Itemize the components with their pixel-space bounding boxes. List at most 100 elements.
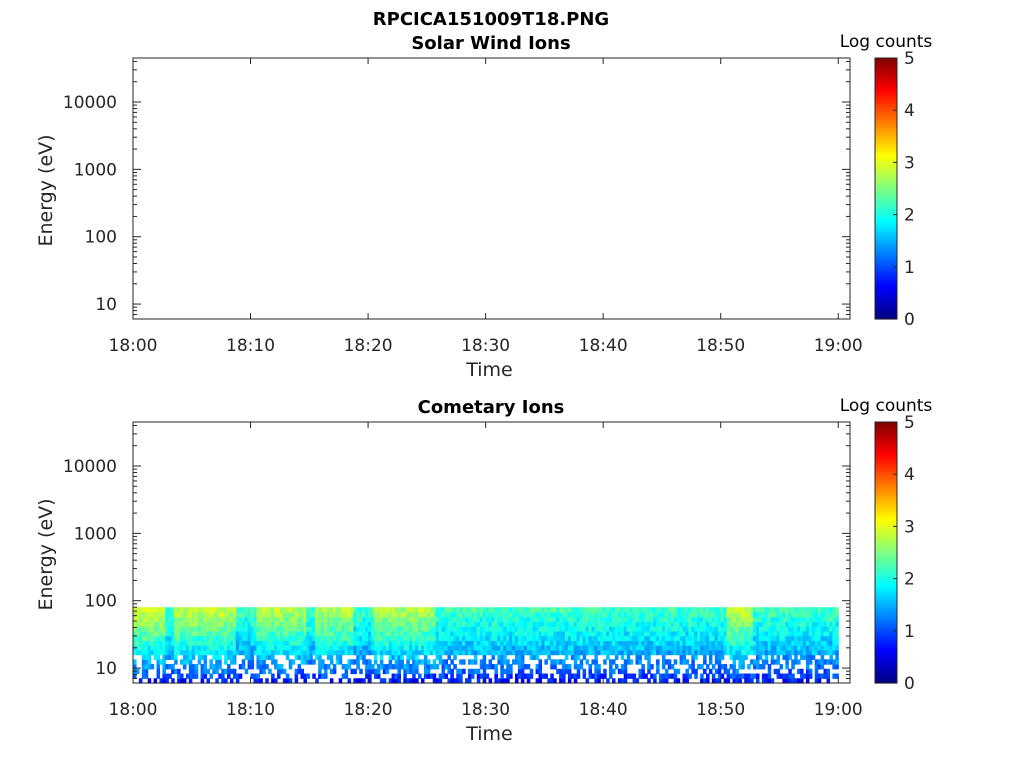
spectrogram-cell	[309, 607, 313, 613]
spectrogram-cell	[685, 645, 689, 651]
spectrogram-cell	[741, 659, 745, 665]
spectrogram-cell	[235, 649, 240, 656]
spectrogram-cell	[811, 635, 816, 641]
spectrogram-cell	[732, 635, 736, 641]
spectrogram-cell	[344, 649, 349, 656]
spectrogram-cell	[591, 635, 595, 641]
spectrogram-cell	[594, 626, 598, 632]
spectrogram-cell	[394, 649, 399, 656]
spectrogram-cell	[250, 673, 255, 679]
spectrogram-cell	[673, 621, 678, 627]
spectrogram-cell	[600, 607, 604, 613]
colorbar-segment	[875, 539, 897, 543]
spectrogram-cell	[397, 654, 402, 660]
colorbar-segment	[875, 606, 897, 610]
spectrogram-cell	[432, 645, 437, 651]
spectrogram-cell	[376, 607, 381, 613]
spectrogram-cell	[244, 611, 249, 618]
spectrogram-cell	[488, 659, 493, 665]
spectrogram-cell	[591, 659, 595, 665]
spectrogram-cell	[441, 626, 446, 632]
spectrogram-cell	[441, 630, 446, 637]
spectrogram-cell	[594, 678, 598, 684]
spectrogram-cell	[394, 678, 399, 684]
spectrogram-cell	[147, 659, 152, 665]
spectrogram-cell	[288, 659, 293, 665]
spectrogram-cell	[206, 621, 210, 627]
spectrogram-cell	[629, 611, 634, 618]
spectrogram-cell	[312, 616, 316, 623]
spectrogram-cell	[147, 664, 152, 670]
spectrogram-cell	[344, 621, 349, 627]
spectrogram-cell	[409, 635, 413, 641]
spectrogram-cell	[597, 626, 601, 632]
spectrogram-cell	[256, 640, 260, 646]
spectrogram-cell	[253, 611, 258, 618]
spectrogram-cell	[285, 640, 290, 646]
spectrogram-cell	[426, 640, 431, 646]
spectrogram-cell	[800, 640, 804, 646]
spectrogram-cell	[794, 611, 798, 618]
spectrogram-cell	[729, 635, 734, 641]
spectrogram-cell	[376, 635, 381, 641]
spectrogram-cell	[144, 635, 149, 641]
spectrogram-cell	[726, 640, 731, 646]
spectrogram-cell	[232, 611, 237, 618]
spectrogram-cell	[379, 654, 384, 660]
spectrogram-cell	[227, 607, 231, 613]
spectrogram-cell	[309, 659, 313, 665]
spectrogram-cell	[600, 616, 604, 623]
spectrogram-cell	[791, 649, 795, 656]
spectrogram-cell	[735, 678, 739, 684]
spectrogram-cell	[203, 626, 208, 632]
spectrogram-cell	[235, 630, 240, 637]
spectrogram-cell	[271, 621, 275, 627]
spectrogram-cell	[182, 678, 187, 684]
spectrogram-cell	[185, 673, 190, 679]
spectrogram-cell	[271, 635, 275, 641]
spectrogram-cell	[397, 673, 402, 679]
spectrogram-cell	[385, 611, 390, 618]
spectrogram-cell	[203, 654, 208, 660]
spectrogram-cell	[256, 659, 260, 665]
spectrogram-cell	[473, 616, 478, 623]
spectrogram-cell	[153, 621, 158, 627]
spectrogram-cell	[147, 654, 152, 660]
spectrogram-cell	[212, 607, 216, 613]
spectrogram-cell	[238, 640, 243, 646]
spectrogram-cell	[632, 673, 637, 679]
spectrogram-cell	[356, 640, 360, 646]
colorbar-segment	[875, 268, 897, 272]
spectrogram-cell	[435, 616, 440, 623]
spectrogram-cell	[256, 611, 260, 618]
spectrogram-cell	[338, 678, 343, 684]
spectrogram-cell	[755, 616, 760, 623]
spectrogram-cell	[523, 626, 528, 632]
spectrogram-cell	[594, 621, 598, 627]
spectrogram-cell	[535, 664, 540, 670]
spectrogram-cell	[156, 645, 161, 651]
spectrogram-cell	[755, 678, 760, 684]
spectrogram-cell	[738, 659, 742, 665]
spectrogram-cell	[209, 630, 213, 637]
spectrogram-cell	[826, 640, 831, 646]
spectrogram-cell	[262, 626, 266, 632]
spectrogram-cell	[318, 630, 322, 637]
spectrogram-cell	[182, 664, 187, 670]
spectrogram-cell	[679, 640, 684, 646]
spectrogram-cell	[306, 630, 310, 637]
spectrogram-cell	[797, 645, 801, 651]
spectrogram-cell	[667, 607, 672, 613]
spectrogram-cell	[723, 645, 728, 651]
spectrogram-cell	[700, 611, 704, 618]
spectrogram-cell	[617, 630, 622, 637]
spectrogram-cell	[629, 649, 634, 656]
spectrogram-cell	[268, 654, 272, 660]
spectrogram-cell	[535, 616, 540, 623]
spectrogram-cell	[770, 654, 775, 660]
colorbar-segment	[875, 513, 897, 517]
spectrogram-cell	[391, 630, 396, 637]
spectrogram-cell	[700, 645, 704, 651]
colorbar-segment	[875, 578, 897, 582]
spectrogram-cell	[732, 678, 736, 684]
